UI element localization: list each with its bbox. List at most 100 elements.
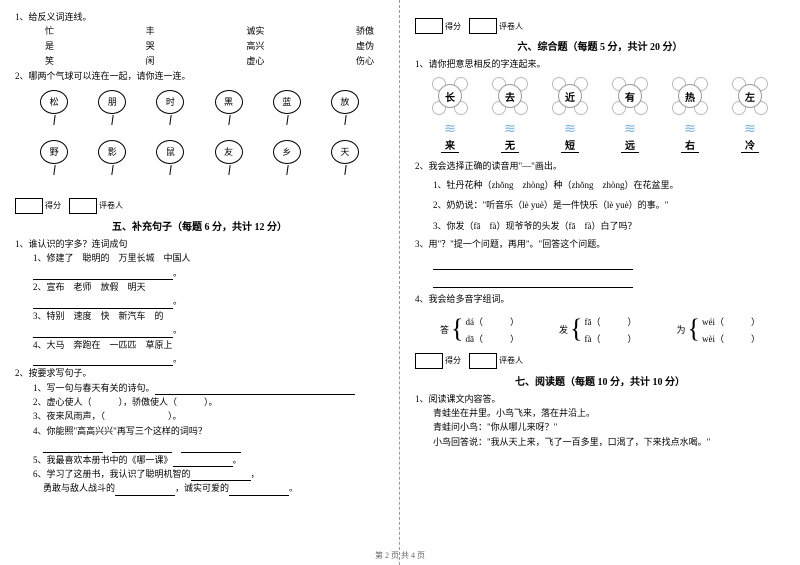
grader-cell: [69, 198, 97, 214]
blank[interactable]: [173, 457, 233, 467]
pinyin-item: 为{ wéi（ ）wèi（ ）: [677, 315, 761, 345]
flower: 长: [430, 79, 470, 113]
section7-title: 七、阅读题（每题 10 分，共计 10 分）: [415, 373, 785, 388]
q1-row: 笑 闲 虚心 伤心: [15, 54, 384, 67]
balloon: 乡: [273, 140, 301, 164]
q1-cell: 高兴: [246, 39, 264, 52]
blank[interactable]: [433, 278, 633, 288]
section6-scorebox: 得分 评卷人: [415, 18, 785, 34]
balloon: 松: [40, 90, 68, 114]
score-label: 得分: [445, 21, 461, 32]
s7q1-label: 1、阅读课文内容答。: [415, 392, 785, 406]
flower-row: 长 去 近 有 热 左: [415, 79, 785, 113]
blank[interactable]: [433, 260, 633, 270]
bird: ≋远: [610, 123, 650, 153]
bird-icon: ≋: [550, 123, 590, 137]
blank[interactable]: [112, 443, 172, 453]
balloon: 野: [40, 140, 68, 164]
s7q1-line: 青蛙问小鸟："你从哪儿来呀？": [415, 420, 785, 434]
q2-label: 2、哪两个气球可以连在一起，请你连一连。: [15, 69, 384, 83]
balloon: 黑: [215, 90, 243, 114]
q1-cell: 丰: [146, 24, 155, 37]
bird: ≋短: [550, 123, 590, 153]
pinyin-group: 答{ dá（ ）dā（ ） 发{ fā（ ）fà（ ） 为{ wéi（ ）wèi…: [415, 315, 785, 345]
right-column: 得分 评卷人 六、综合题（每题 5 分，共计 20 分） 1、请你把意思相反的字…: [400, 0, 800, 565]
s6q1-label: 1、请你把意思相反的字连起来。: [415, 57, 785, 71]
s5q1-label: 1、谁认识的字多？连词成句: [15, 237, 384, 251]
flower: 近: [550, 79, 590, 113]
score-cell: [415, 353, 443, 369]
blank[interactable]: [33, 328, 173, 338]
bird-row: ≋来 ≋无 ≋短 ≋远 ≋右 ≋冷: [415, 123, 785, 153]
grader-label: 评卷人: [99, 200, 123, 211]
blank[interactable]: [191, 471, 251, 481]
bird-icon: ≋: [490, 123, 530, 137]
bird-icon: ≋: [610, 123, 650, 137]
pinyin-item: 答{ dá（ ）dā（ ）: [440, 315, 519, 345]
bird: ≋无: [490, 123, 530, 153]
bird-icon: ≋: [730, 123, 770, 137]
section5-scorebox: 得分 评卷人: [15, 198, 384, 214]
flower: 有: [610, 79, 650, 113]
s6q3-label: 3、用"？"提一个问题，再用"。"回答这个问题。: [415, 237, 785, 251]
score-label: 得分: [45, 200, 61, 211]
blank[interactable]: [229, 486, 289, 496]
blank[interactable]: [33, 356, 173, 366]
section5-title: 五、补充句子（每题 6 分，共计 12 分）: [15, 218, 384, 233]
blank[interactable]: [115, 486, 175, 496]
blank[interactable]: [33, 299, 173, 309]
balloon: 友: [215, 140, 243, 164]
s5q2-item: 4、你能照"高高兴兴"再写三个这样的词吗？: [15, 424, 384, 438]
flower: 去: [490, 79, 530, 113]
blank[interactable]: [181, 443, 241, 453]
balloon: 时: [156, 90, 184, 114]
s5q2-item: 2、虚心使人（ ），骄傲使人（ ）。: [15, 395, 384, 409]
s7q1-line: 小鸟回答说："我从天上来，飞了一百多里，口渴了，下来找点水喝。": [415, 435, 785, 449]
s7q1-line: 青蛙坐在井里。小鸟飞来，落在井沿上。: [415, 406, 785, 420]
q1-cell: 忙: [45, 24, 54, 37]
blank[interactable]: [33, 270, 173, 280]
s5q1-item: 2、宣布 老师 放假 明天: [15, 280, 384, 294]
blank[interactable]: [155, 385, 355, 395]
bird: ≋来: [430, 123, 470, 153]
grader-label: 评卷人: [499, 355, 523, 366]
q1-cell: 诚实: [246, 24, 264, 37]
bird-icon: ≋: [430, 123, 470, 137]
q1-cell: 伤心: [356, 54, 374, 67]
s5q2-item: 1、写一句与春天有关的诗句。: [15, 381, 384, 395]
flower: 左: [730, 79, 770, 113]
q1-cell: 哭: [146, 39, 155, 52]
blank[interactable]: [43, 443, 103, 453]
s5q1-item: 3、特别 速度 快 新汽车 的: [15, 309, 384, 323]
score-cell: [415, 18, 443, 34]
q1-cell: 虚伪: [356, 39, 374, 52]
section6-title: 六、综合题（每题 5 分，共计 20 分）: [415, 38, 785, 53]
s6q2-label: 2、我会选择正确的读音用"—"画出。: [415, 159, 785, 173]
score-cell: [15, 198, 43, 214]
q1-cell: 是: [45, 39, 54, 52]
q1-row: 是 哭 高兴 虚伪: [15, 39, 384, 52]
balloon: 蓝: [273, 90, 301, 114]
s5q1-item: 4、大马 奔跑在 一匹匹 草原上: [15, 338, 384, 352]
balloon: 鼠: [156, 140, 184, 164]
s6q2-item: 2、奶奶说："听音乐（lè yuè）是一件快乐（lè yuè）的事。": [415, 198, 785, 212]
page-footer: 第 2 页 共 4 页: [0, 550, 800, 561]
q1-cell: 笑: [45, 54, 54, 67]
section7-scorebox: 得分 评卷人: [415, 353, 785, 369]
q1-row: 忙 丰 诚实 骄傲: [15, 24, 384, 37]
q1-label: 1、给反义词连线。: [15, 10, 384, 24]
s5q2-label: 2、按要求写句子。: [15, 366, 384, 380]
balloon: 放: [331, 90, 359, 114]
s6q4-label: 4、我会给多音字组词。: [415, 292, 785, 306]
bird: ≋右: [670, 123, 710, 153]
balloon-row-2: 野 影 鼠 友 乡 天: [15, 140, 384, 164]
bird-icon: ≋: [670, 123, 710, 137]
s5q2-item5: 5、我最喜欢本册书中的《哪一课》。: [15, 453, 384, 467]
grader-label: 评卷人: [499, 21, 523, 32]
balloon-row-1: 松 朋 时 黑 蓝 放: [15, 90, 384, 114]
left-column: 1、给反义词连线。 忙 丰 诚实 骄傲 是 哭 高兴 虚伪 笑 闲 虚心 伤心 …: [0, 0, 400, 565]
s5q2-item6b: 勇敢与敌人战斗的，诚实可爱的。: [15, 481, 384, 495]
q1-cell: 闲: [146, 54, 155, 67]
q1-cell: 骄傲: [356, 24, 374, 37]
score-label: 得分: [445, 355, 461, 366]
